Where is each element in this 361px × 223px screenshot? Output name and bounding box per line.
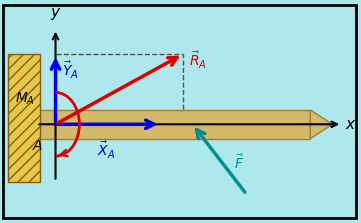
Text: $y$: $y$ [50,6,61,22]
Bar [8,54,40,182]
Text: $\vec{X}_A$: $\vec{X}_A$ [97,140,116,161]
Polygon shape [310,110,332,139]
Text: $x$: $x$ [345,117,357,132]
Bar [30,110,310,139]
Text: $A$: $A$ [31,139,43,153]
Text: $\vec{F}$: $\vec{F}$ [234,153,244,172]
Text: $\vec{R}_A$: $\vec{R}_A$ [189,50,207,71]
Text: $\vec{Y}_A$: $\vec{Y}_A$ [62,60,78,81]
Text: $M_A$: $M_A$ [15,91,35,107]
